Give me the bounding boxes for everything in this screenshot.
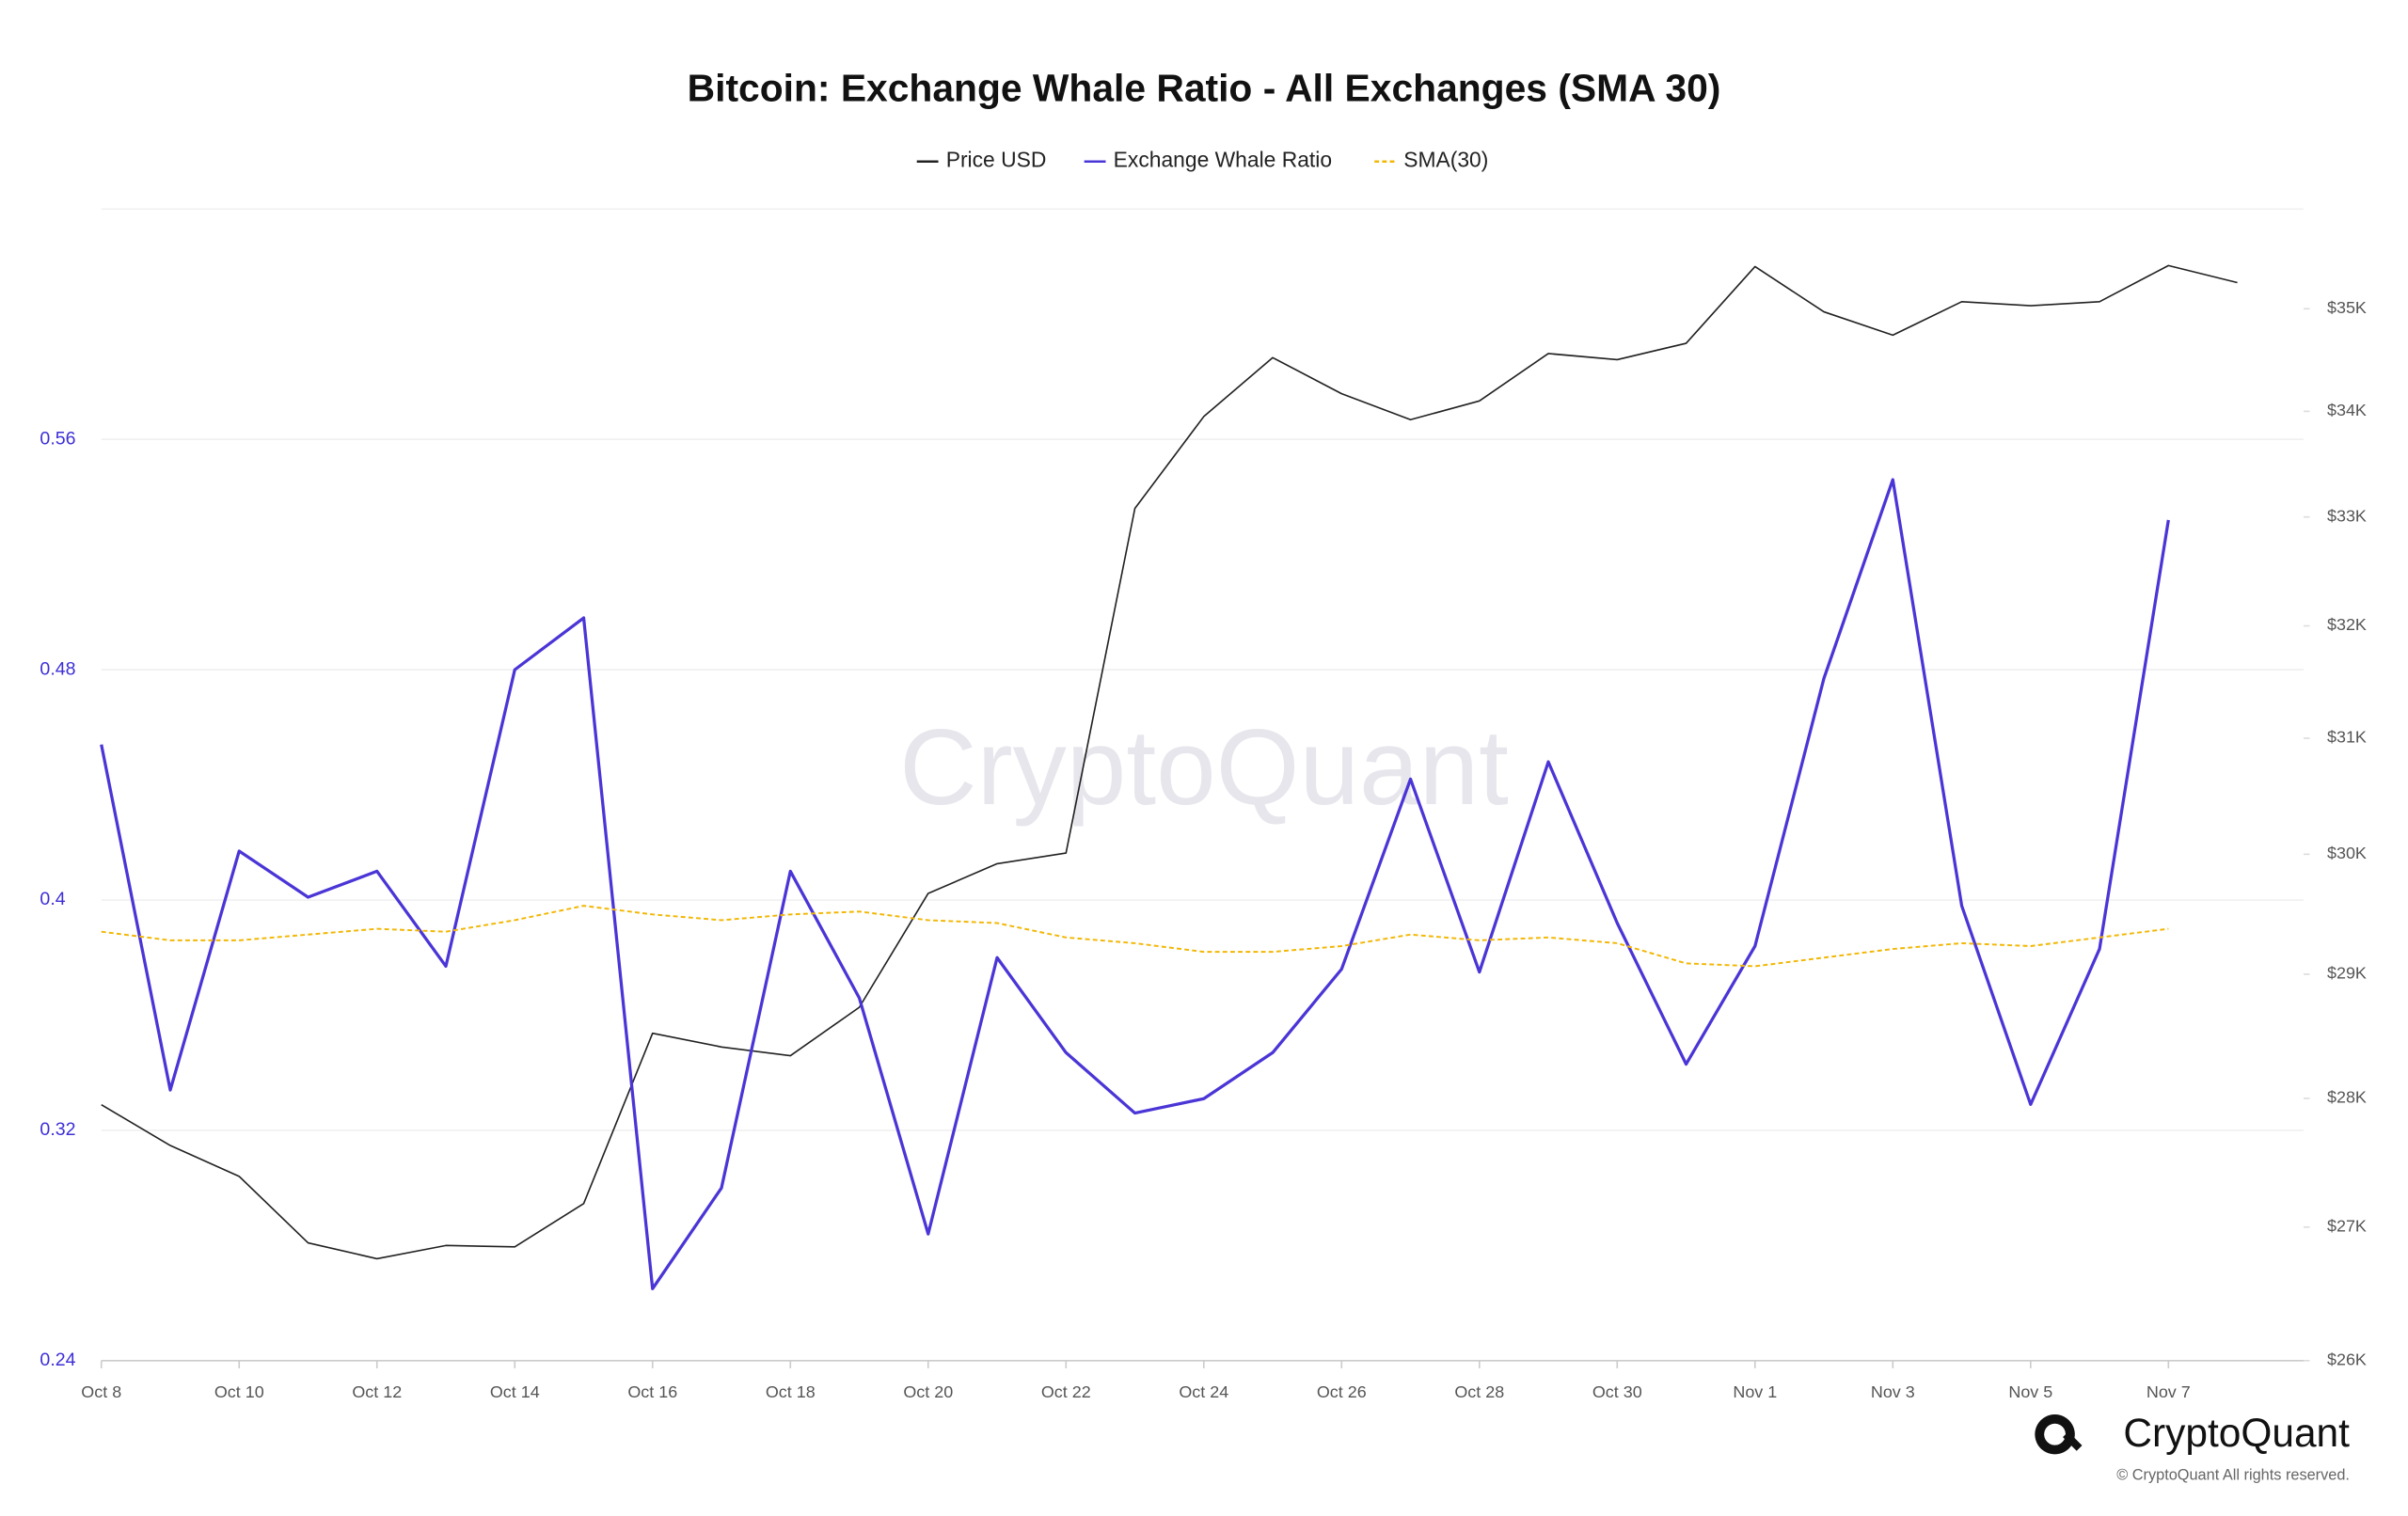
x-tick-label: Oct 18 [766, 1382, 816, 1401]
logo-icon-tail [2063, 1431, 2083, 1451]
copyright: © CryptoQuant All rights reserved. [2116, 1467, 2350, 1484]
x-tick-label: Oct 24 [1179, 1382, 1228, 1401]
y2-tick-label: $30K [2327, 844, 2367, 862]
x-tick-label: Oct 14 [490, 1382, 540, 1401]
x-tick-label: Nov 7 [2147, 1382, 2191, 1401]
y2-tick-label: $29K [2327, 964, 2367, 983]
brand-logo [2035, 1413, 2083, 1455]
x-tick-label: Oct 30 [1592, 1382, 1642, 1401]
y-tick-label: 0.32 [40, 1119, 75, 1140]
x-tick-label: Oct 12 [352, 1382, 402, 1401]
legend-label: Price USD [946, 148, 1047, 172]
y2-tick-label: $35K [2327, 298, 2367, 317]
x-tick-label: Nov 1 [1733, 1382, 1777, 1401]
y-tick-label: 0.48 [40, 658, 75, 679]
y2-tick-label: $32K [2327, 615, 2367, 634]
series-line [101, 264, 2238, 1260]
y-tick-label: 0.56 [40, 428, 75, 449]
x-tick-label: Nov 5 [2008, 1382, 2052, 1401]
chart-title: Bitcoin: Exchange Whale Ratio - All Exch… [688, 66, 1721, 109]
x-tick-label: Nov 3 [1871, 1382, 1915, 1401]
y2-tick-label: $28K [2327, 1088, 2367, 1107]
x-tick-label: Oct 20 [903, 1382, 953, 1401]
y2-tick-label: $33K [2327, 506, 2367, 525]
y2-tick-label: $34K [2327, 401, 2367, 419]
brand-name: CryptoQuant [2123, 1411, 2350, 1455]
y2-tick-label: $31K [2327, 728, 2367, 747]
legend-label: Exchange Whale Ratio [1114, 148, 1332, 172]
x-tick-label: Oct 28 [1454, 1382, 1504, 1401]
x-tick-label: Oct 22 [1041, 1382, 1091, 1401]
x-tick-label: Oct 16 [627, 1382, 677, 1401]
series-line [100, 478, 2170, 1290]
x-tick-label: Oct 10 [214, 1382, 264, 1401]
legend-label: SMA(30) [1403, 148, 1488, 172]
y-tick-label: 0.4 [40, 889, 65, 909]
series-line [101, 905, 2169, 968]
y2-tick-label: $27K [2327, 1217, 2367, 1236]
y2-tick-label: $26K [2327, 1350, 2367, 1369]
watermark: CryptoQuant [899, 708, 1509, 828]
x-tick-label: Oct 26 [1317, 1382, 1367, 1401]
y-tick-label: 0.24 [40, 1350, 75, 1370]
logo-icon [2035, 1413, 2075, 1455]
x-tick-label: Oct 8 [81, 1382, 121, 1401]
